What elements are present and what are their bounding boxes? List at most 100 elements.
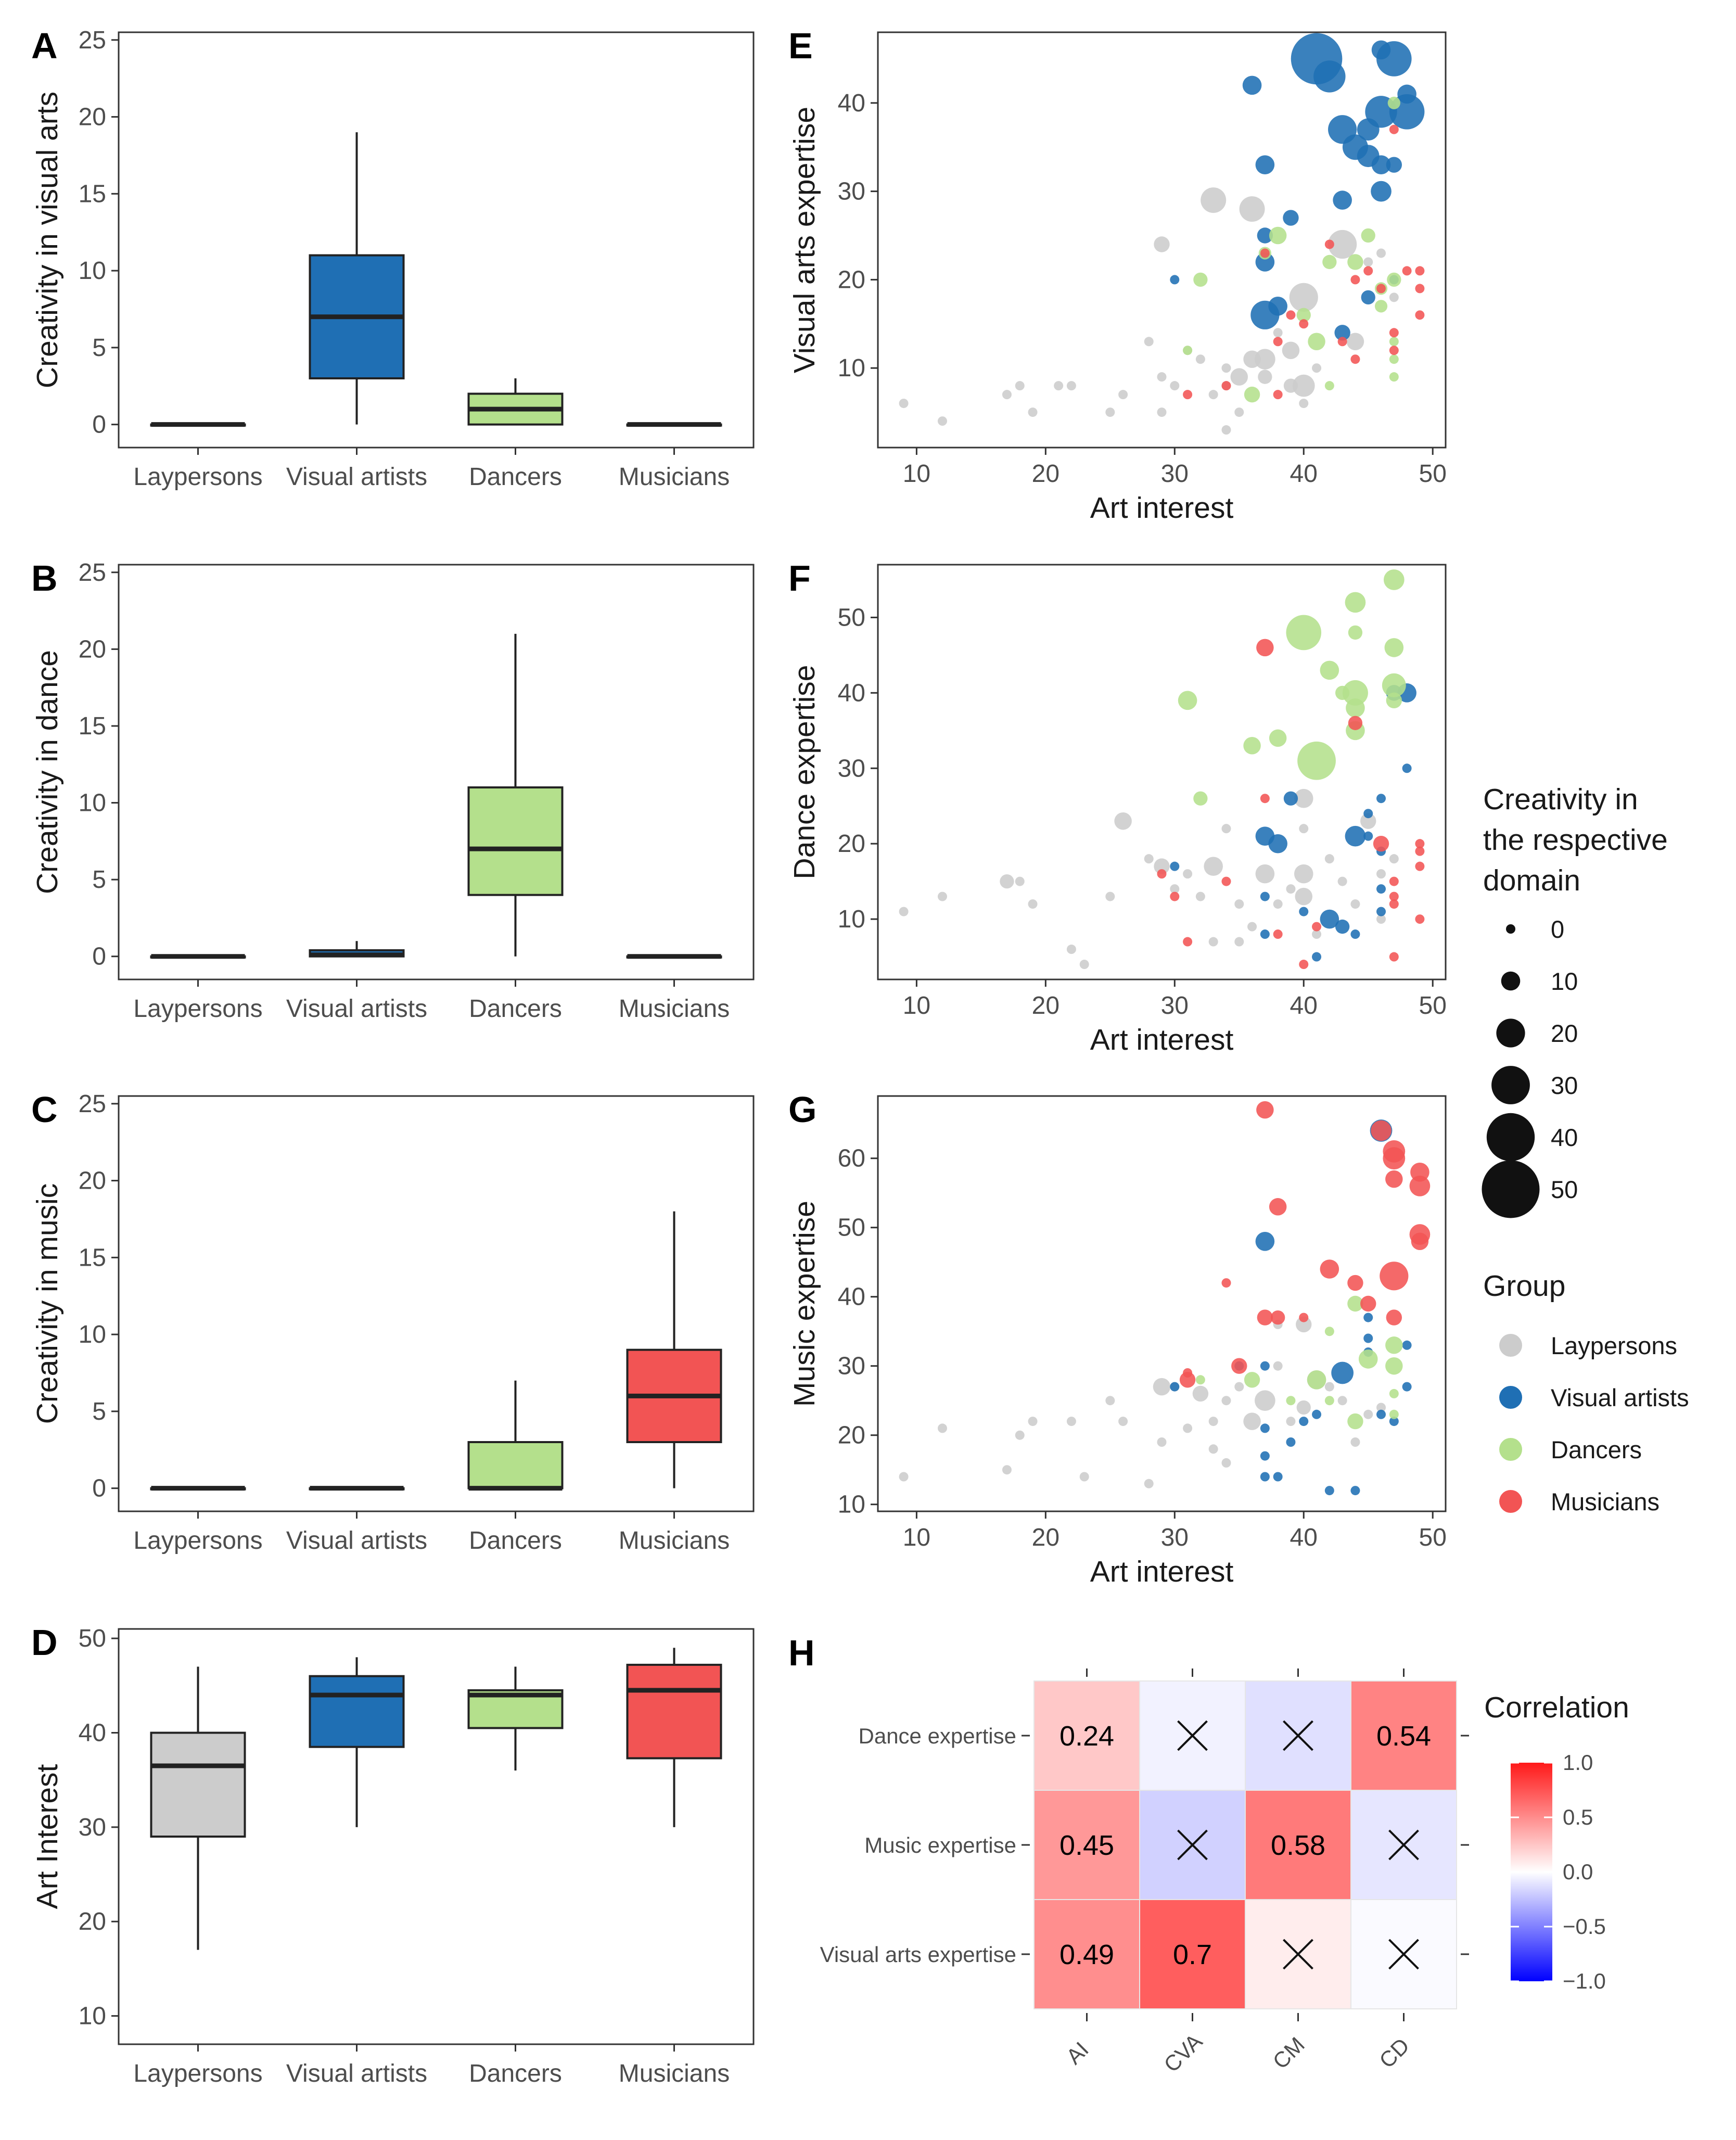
scatter-point bbox=[1363, 1409, 1373, 1419]
scatter-point bbox=[1389, 876, 1399, 886]
scatter-point bbox=[1144, 854, 1154, 864]
y-tick-label: 40 bbox=[79, 1719, 106, 1747]
x-axis-title: Art interest bbox=[1090, 1023, 1234, 1056]
scatter-point bbox=[1260, 929, 1270, 939]
x-tick-label: Laypersons bbox=[133, 995, 262, 1023]
scatter-point bbox=[1268, 834, 1287, 854]
panel-letter: H bbox=[788, 1633, 815, 1673]
scatter-point bbox=[1201, 187, 1227, 213]
colorbar-label: 0.0 bbox=[1563, 1859, 1593, 1884]
scatter-point bbox=[1361, 290, 1375, 305]
scatter-point bbox=[1273, 328, 1283, 338]
scatter-point bbox=[1386, 1309, 1402, 1326]
panel-border bbox=[118, 1095, 755, 1512]
scatter-point bbox=[1260, 1451, 1270, 1461]
scatter-point bbox=[1342, 680, 1368, 706]
scatter-point bbox=[1347, 1295, 1363, 1312]
x-tick-label: Laypersons bbox=[133, 463, 262, 491]
group-legend: Group Laypersons Visual artists Dancers Musi… bbox=[1483, 1269, 1689, 1515]
cell-value: 0.58 bbox=[1271, 1830, 1325, 1861]
scatter-point bbox=[1324, 239, 1334, 249]
scatter-point bbox=[1015, 876, 1025, 886]
scatter-point bbox=[1350, 1437, 1360, 1447]
scatter-point bbox=[1337, 1396, 1347, 1406]
scatter-point bbox=[1231, 1358, 1247, 1374]
scatter-point bbox=[1389, 1409, 1399, 1419]
scatter-point bbox=[1286, 1396, 1296, 1406]
scatter-point bbox=[1360, 1295, 1376, 1312]
scatter-point bbox=[1376, 41, 1412, 77]
scatter-point bbox=[899, 1472, 909, 1482]
non-significant-cross-icon bbox=[1283, 1720, 1313, 1751]
scatter-point bbox=[1204, 857, 1223, 876]
y-tick-label: 10 bbox=[79, 1321, 106, 1348]
y-axis-title: Visual arts expertise bbox=[788, 107, 821, 373]
scatter-point bbox=[1296, 1400, 1311, 1415]
scatter-point bbox=[1114, 812, 1132, 830]
scatter-point bbox=[1299, 960, 1309, 970]
scatter-point bbox=[1154, 858, 1170, 874]
scatter-point bbox=[1389, 372, 1399, 382]
x-tick-label: Laypersons bbox=[133, 1527, 262, 1555]
scatter-point bbox=[1183, 937, 1193, 947]
scatter-point bbox=[1337, 337, 1347, 347]
x-tick-label: Visual artists bbox=[286, 463, 427, 491]
scatter-point bbox=[1371, 1120, 1392, 1141]
scatter-point bbox=[1230, 368, 1248, 386]
scatter-point bbox=[1389, 952, 1399, 962]
scatter-point bbox=[1346, 698, 1365, 718]
x-tick-label: Dancers bbox=[469, 463, 562, 491]
scatter-point bbox=[1179, 1372, 1196, 1388]
panel-b: 0 5 10 15 20 25 Laypersons Visual artists Dancer… bbox=[31, 558, 755, 1023]
x-tick-label: 30 bbox=[1161, 992, 1189, 1020]
scatter-point bbox=[1066, 381, 1076, 391]
x-tick-label: Visual artists bbox=[286, 995, 427, 1023]
y-tick-label: 30 bbox=[838, 178, 865, 206]
scatter-point bbox=[937, 891, 947, 901]
scatter-point bbox=[1350, 354, 1360, 364]
scatter-point bbox=[1183, 1423, 1193, 1433]
scatter-point bbox=[1294, 788, 1313, 808]
legend-title: domain bbox=[1483, 864, 1580, 897]
panel-letter: G bbox=[788, 1089, 816, 1130]
scatter-point bbox=[1260, 1472, 1270, 1482]
x-tick-label: 30 bbox=[1161, 1524, 1189, 1551]
y-tick-label: 50 bbox=[838, 1214, 865, 1242]
y-tick-label: 30 bbox=[79, 1814, 106, 1841]
scatter-point bbox=[1389, 891, 1399, 901]
scatter-point bbox=[1389, 354, 1399, 364]
panel-h: Dance expertise 0.24 0.54 Music expertise 0.… bbox=[788, 1633, 1629, 2077]
legend-title: Group bbox=[1483, 1269, 1565, 1303]
scatter-point bbox=[1415, 310, 1425, 320]
row-label: Visual arts expertise bbox=[820, 1942, 1016, 1967]
x-axis-title: Art interest bbox=[1090, 491, 1234, 525]
scatter-point bbox=[1273, 899, 1283, 909]
scatter-point bbox=[1376, 794, 1386, 804]
scatter-point bbox=[1350, 929, 1360, 939]
scatter-point bbox=[1286, 884, 1296, 894]
scatter-point bbox=[1273, 390, 1283, 400]
scatter-point bbox=[1002, 1465, 1012, 1475]
scatter-point bbox=[1195, 354, 1205, 364]
heatmap-cell bbox=[1139, 1899, 1246, 2009]
scatter-point bbox=[1157, 407, 1167, 417]
y-axis-title: Creativity in dance bbox=[31, 650, 64, 894]
panel-a: 0 5 10 15 20 25 Laypersons Visual artists Dancer… bbox=[31, 26, 755, 491]
y-tick-label: 15 bbox=[79, 712, 106, 740]
scatter-point bbox=[1350, 1486, 1360, 1496]
scatter-point bbox=[1374, 300, 1388, 313]
scatter-point bbox=[1385, 1357, 1403, 1375]
x-tick-label: 20 bbox=[1032, 460, 1060, 488]
y-tick-label: 25 bbox=[79, 559, 106, 587]
size-label: 10 bbox=[1551, 967, 1578, 995]
scatter-point bbox=[1221, 381, 1231, 391]
y-tick-label: 20 bbox=[79, 1908, 106, 1935]
scatter-point bbox=[1273, 337, 1283, 347]
scatter-point bbox=[1271, 1310, 1285, 1325]
x-tick-label: Dancers bbox=[469, 1527, 562, 1555]
scatter-point bbox=[1411, 1232, 1429, 1251]
scatter-point bbox=[1312, 1409, 1322, 1419]
heatmap-cell bbox=[1033, 1790, 1140, 1900]
group-key bbox=[1499, 1490, 1522, 1513]
scatter-point bbox=[1376, 248, 1386, 258]
